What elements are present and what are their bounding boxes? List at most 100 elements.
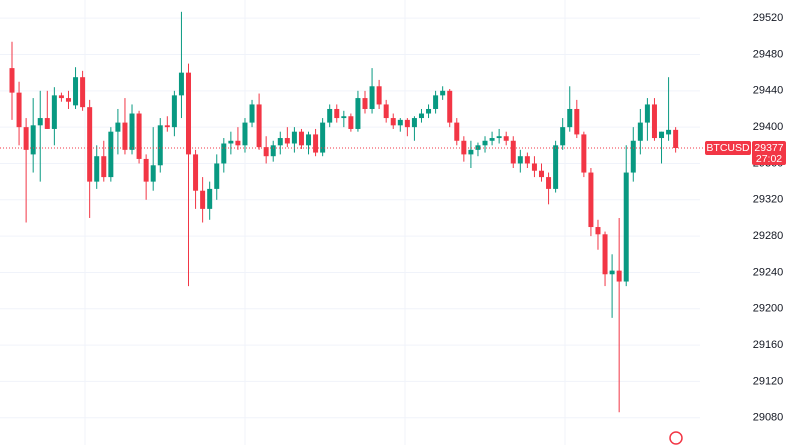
candle-body <box>171 95 177 128</box>
candle-body <box>94 156 100 182</box>
candle-body <box>666 129 672 135</box>
candle-body <box>284 138 290 144</box>
candle-body <box>411 118 417 128</box>
candle-body <box>447 90 453 123</box>
candle-body <box>383 104 389 119</box>
candle-body <box>637 122 643 141</box>
candle-body <box>235 140 241 146</box>
candle-body <box>560 127 566 146</box>
candle-body <box>517 156 523 164</box>
candle-body <box>644 104 650 123</box>
candle-body <box>320 122 326 153</box>
candle-body <box>108 131 114 178</box>
y-tick-label: 29520 <box>753 12 784 24</box>
candle-body <box>369 86 375 109</box>
candle-body <box>327 108 333 123</box>
candle-body <box>510 140 516 164</box>
candle-body <box>334 108 340 119</box>
candle-body <box>651 104 657 139</box>
candle-body <box>482 140 488 146</box>
candle-body <box>454 122 460 141</box>
candle-body <box>440 90 446 96</box>
candle-body <box>263 147 269 157</box>
candle-body <box>129 113 135 150</box>
candle-body <box>496 136 502 139</box>
candle-body <box>595 227 601 235</box>
candle-body <box>101 156 107 178</box>
candle-body <box>546 177 552 189</box>
candle-body <box>200 190 206 209</box>
candle-body <box>178 72 184 96</box>
candle-body <box>65 98 71 102</box>
candle-body <box>418 113 424 119</box>
candle-body <box>355 98 361 129</box>
candle-body <box>581 134 587 173</box>
candle-body <box>9 68 15 93</box>
candle-body <box>228 140 234 144</box>
candle-body <box>214 163 220 189</box>
price-tag-bg <box>705 141 751 156</box>
candle-body <box>426 108 432 114</box>
candle-body <box>256 104 262 148</box>
candle-body <box>87 107 93 182</box>
candle-body <box>574 108 580 135</box>
candle-body <box>313 134 319 153</box>
candle-body <box>164 125 170 128</box>
y-tick-label: 29480 <box>753 48 784 60</box>
plot: 2908029120291602920029240292802932029360… <box>0 11 784 424</box>
y-tick-label: 29400 <box>753 121 784 133</box>
candle-body <box>30 125 36 155</box>
candle-body <box>44 118 50 129</box>
price-tag-symbol: BTCUSD <box>706 142 750 154</box>
candle-body <box>539 170 544 178</box>
candle-body <box>524 156 530 164</box>
candle-body <box>298 131 304 146</box>
candle-body <box>503 136 509 141</box>
candle-body <box>207 188 213 209</box>
candle-body <box>122 122 128 150</box>
y-tick-label: 29240 <box>753 266 784 278</box>
candle-body <box>186 72 191 155</box>
candle-body <box>143 158 149 182</box>
candle-body <box>157 125 163 166</box>
candle-body <box>291 131 297 144</box>
candle-body <box>37 118 43 126</box>
vertical-grid <box>84 0 566 445</box>
candle-body <box>616 270 622 282</box>
candle-body <box>73 77 79 106</box>
candle-body <box>390 118 396 126</box>
candle-body <box>553 145 559 189</box>
candle-body <box>242 122 248 146</box>
candle-body <box>602 234 608 275</box>
candle-body <box>341 116 347 119</box>
candle-body <box>567 108 573 128</box>
candle-body <box>397 119 403 126</box>
candle-body <box>461 140 467 155</box>
candle-body <box>58 95 64 99</box>
candle-body <box>80 77 86 108</box>
candle-body <box>115 122 121 132</box>
candle-body <box>136 113 142 159</box>
y-tick-label: 29080 <box>753 412 784 424</box>
candle-body <box>588 172 594 228</box>
logo-icon <box>669 431 683 445</box>
candle-body <box>609 270 615 275</box>
candle-body <box>404 119 410 128</box>
y-tick-label: 29120 <box>753 375 784 387</box>
candle-body <box>150 165 156 182</box>
candle-body <box>531 163 537 171</box>
candle-body <box>468 149 474 155</box>
candle-body <box>221 143 227 164</box>
candle-body <box>348 116 354 129</box>
candle-body <box>433 95 439 109</box>
candle-body <box>659 131 665 139</box>
candle-body <box>277 138 283 146</box>
price-tag-value-bg <box>752 141 786 166</box>
price-tag-countdown: 27:02 <box>756 153 782 165</box>
candle-body <box>376 86 382 105</box>
candle-body <box>51 95 57 129</box>
y-tick-label: 29160 <box>753 339 784 351</box>
